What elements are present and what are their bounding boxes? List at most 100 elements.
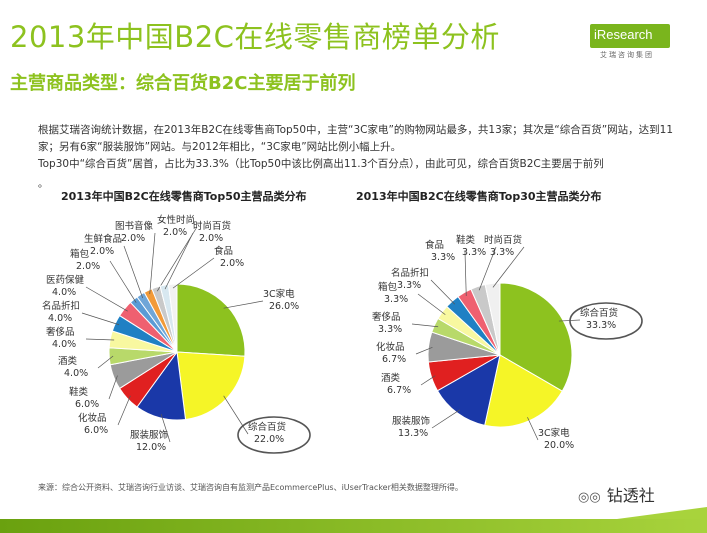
- chart2-leader-5: [411, 323, 439, 328]
- chart1-slice-14: [167, 283, 178, 353]
- chart2-leader-8: [464, 251, 467, 296]
- chart1-leader-5: [97, 355, 114, 369]
- chart2-slice-2: [436, 354, 501, 426]
- chart1-leader-9: [109, 260, 137, 303]
- source-note: 来源：综合公开资料、艾瑞咨询行业访谈、艾瑞咨询自有监测产品EcommercePl…: [38, 483, 463, 492]
- page-title: 2013年中国B2C在线零售商榜单分析: [10, 20, 500, 54]
- chart1-value-0: 26.0%: [269, 301, 299, 312]
- chart1-value-7: 4.0%: [48, 313, 72, 324]
- summary-paragraph-2: Top30中“综合百货”居首，占比为33.3%（比Top50中该比例高出11.3…: [38, 158, 604, 170]
- summary-paragraph-1: 根据艾瑞咨询统计数据，在2013年B2C在线零售商Top50中，主营“3C家电”…: [38, 124, 674, 153]
- chart1-leader-4: [108, 375, 118, 400]
- chart1-label-13: 时尚百货: [193, 220, 231, 232]
- chart1-label-6: 奢侈品: [46, 326, 75, 338]
- logo-text: iResearch: [594, 27, 653, 42]
- chart2-value-2: 13.3%: [398, 428, 428, 439]
- chart1-value-8: 4.0%: [52, 287, 76, 298]
- page-subtitle: 主营商品类型：综合百货B2C主要居于前列: [10, 73, 356, 94]
- chart1-leader-13: [164, 232, 194, 290]
- chart2-value-9: 3.3%: [462, 247, 486, 258]
- summary-text: 根据艾瑞咨询统计数据，在2013年B2C在线零售商Top50中，主营“3C家电”…: [38, 122, 678, 173]
- chart2-value-7: 3.3%: [397, 280, 421, 291]
- chart1-value-3: 6.0%: [84, 425, 108, 436]
- chart1-label-3: 化妆品: [78, 412, 107, 424]
- chart1-label-8: 医药保健: [46, 274, 85, 286]
- chart2-label-10: 时尚百货: [484, 234, 522, 246]
- chart1-value-12: 2.0%: [163, 227, 187, 238]
- chart2-value-3: 6.7%: [387, 385, 411, 396]
- chart2-leader-9: [478, 246, 497, 291]
- chart2-value-1: 20.0%: [544, 440, 574, 451]
- chart2-value-8: 3.3%: [431, 252, 455, 263]
- chart1-label-0: 3C家电: [263, 288, 295, 300]
- bullet-mark: 。: [38, 179, 48, 190]
- chart1-label-1: 综合百货: [248, 421, 286, 433]
- chart1-label-7: 名品折扣: [42, 300, 80, 312]
- footer-bar: [0, 519, 707, 533]
- chart1-value-10: 2.0%: [90, 246, 114, 257]
- chart1-label-12: 女性时尚: [157, 214, 195, 226]
- chart2-label-5: 奢侈品: [372, 311, 401, 323]
- chart2-label-2: 服装服饰: [392, 415, 430, 427]
- chart2-slice-0: [499, 282, 573, 392]
- chart2-leader-3: [420, 375, 436, 386]
- chart2-leader-2: [431, 409, 460, 429]
- logo-subtitle: 艾瑞咨询集团: [600, 51, 654, 59]
- chart1-value-13: 2.0%: [199, 233, 223, 244]
- chart1-leader-8: [85, 286, 128, 312]
- chart1-slice-1: [176, 351, 246, 421]
- chart2-label-9: 鞋类: [456, 234, 476, 246]
- chart2-leader-1: [527, 417, 539, 441]
- chart1-value-6: 4.0%: [52, 339, 76, 350]
- chart1-value-4: 6.0%: [75, 399, 99, 410]
- chart2-leader-7: [430, 279, 456, 305]
- chart1-label-4: 鞋类: [69, 386, 89, 398]
- chart2-label-0: 综合百货: [580, 307, 618, 319]
- chart2-label-6: 箱包: [378, 281, 398, 293]
- chart1-leader-6: [85, 338, 115, 341]
- chart2-leader-6: [417, 293, 446, 315]
- chart2-title: 2013年中国B2C在线零售商Top30主营品类分布: [356, 189, 602, 203]
- chart1-value-11: 2.0%: [121, 233, 145, 244]
- chart2-value-10: 3.3%: [490, 247, 514, 258]
- chart1-label-9: 箱包: [70, 248, 90, 260]
- chart2-label-8: 食品: [425, 239, 444, 251]
- chart1-value-9: 2.0%: [76, 261, 100, 272]
- iresearch-logo: iResearch 艾瑞咨询集团: [590, 24, 670, 59]
- chart1-leader-3: [117, 395, 131, 426]
- wechat-name: 钻透社: [606, 486, 655, 505]
- chart2-label-1: 3C家电: [538, 427, 570, 439]
- chart1-slice-0: [176, 283, 246, 357]
- chart2-leader-10: [492, 246, 525, 288]
- chart1-label-5: 酒类: [58, 355, 78, 367]
- chart2-value-4: 6.7%: [382, 354, 406, 365]
- chart2-highlight-circle: [569, 302, 643, 340]
- chart1-leader-2: [160, 413, 171, 443]
- chart1-value-1: 22.0%: [254, 434, 284, 445]
- chart1-leader-11: [149, 232, 156, 295]
- chart2-value-0: 33.3%: [586, 320, 616, 331]
- chart2-slice-10: [484, 282, 501, 356]
- footer-accent: [617, 507, 707, 519]
- chart1-leader-0: [223, 300, 264, 309]
- chart2-label-4: 化妆品: [376, 341, 405, 353]
- chart1-highlight-circle: [237, 416, 311, 454]
- chart1-label-14: 食品: [214, 245, 233, 257]
- chart1-title: 2013年中国B2C在线零售商Top50主营品类分布: [61, 189, 307, 203]
- logo-mark: [590, 24, 670, 48]
- chart1-label-2: 服装服饰: [130, 429, 168, 441]
- wechat-watermark: ◎◎ 钻透社: [578, 482, 655, 506]
- chart1-leader-7: [81, 312, 120, 326]
- chart2-value-5: 3.3%: [378, 324, 402, 335]
- chart1-label-10: 生鲜食品: [84, 233, 122, 245]
- chart2-leader-4: [415, 346, 433, 355]
- chart1-value-5: 4.0%: [64, 368, 88, 379]
- chart2-label-7: 名品折扣: [391, 267, 429, 279]
- chart1-leader-14: [172, 257, 215, 289]
- chart2-label-3: 酒类: [381, 372, 401, 384]
- chart1-value-2: 12.0%: [136, 442, 166, 453]
- chart1-leader-10: [123, 245, 144, 299]
- chart1-leader-1: [223, 395, 249, 435]
- chart2-value-6: 3.3%: [384, 294, 408, 305]
